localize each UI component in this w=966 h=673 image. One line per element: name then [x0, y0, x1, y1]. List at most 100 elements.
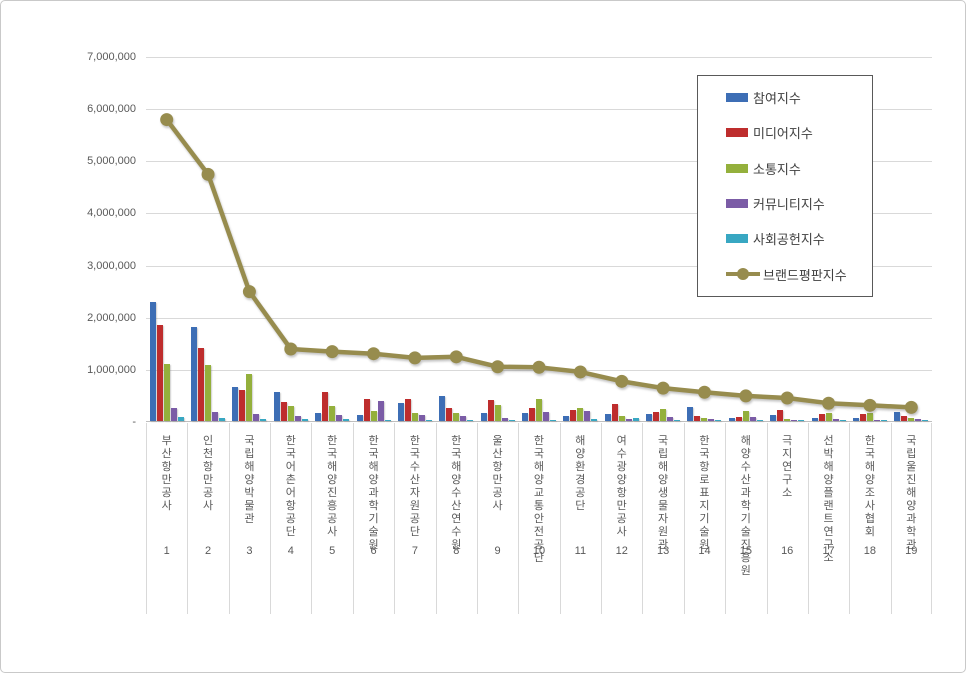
bar-미디어지수: [322, 392, 329, 421]
column-separator: [146, 423, 147, 614]
bar-소통지수: [205, 365, 212, 421]
bar-커뮤니티지수: [294, 416, 301, 421]
bar-참여지수: [522, 413, 528, 421]
bar-커뮤니티지수: [501, 418, 508, 421]
bar-소통지수: [163, 364, 170, 421]
bar-사회공헌지수: [508, 420, 515, 421]
gridline: [146, 265, 932, 267]
y-tick-label: 1,000,000: [87, 363, 136, 376]
rank-label: 10: [532, 545, 546, 557]
column-separator: [684, 423, 685, 614]
line-marker: [863, 398, 877, 412]
bar-커뮤니티지수: [873, 420, 880, 421]
legend-item: 참여지수: [698, 81, 872, 115]
rank-label: 11: [574, 545, 587, 557]
bar-참여지수: [397, 403, 404, 421]
rank-label: 9: [494, 545, 501, 557]
gridline: [146, 161, 932, 163]
bar-사회공헌지수: [756, 420, 763, 421]
column-separator: [808, 423, 809, 614]
column-separator: [642, 423, 643, 614]
column-separator: [229, 423, 230, 614]
bar-커뮤니티지수: [791, 420, 798, 421]
bar-커뮤니티지수: [170, 408, 177, 421]
bar-미디어지수: [363, 399, 370, 421]
bar-사회공헌지수: [177, 417, 184, 421]
bar-소통지수: [370, 411, 377, 421]
legend: 참여지수 미디어지수 소통지수 커뮤니티지수 사회공헌지수 브랜드평판지수: [697, 75, 873, 297]
bar-사회공헌지수: [880, 420, 887, 421]
line-marker: [656, 381, 670, 395]
column-separator: [601, 423, 602, 614]
bar-참여지수: [149, 302, 156, 421]
line-marker: [449, 350, 463, 364]
bar-소통지수: [660, 409, 667, 421]
bar-참여지수: [852, 418, 859, 421]
bar-참여지수: [356, 415, 363, 421]
legend-item: 커뮤니티지수: [698, 187, 872, 221]
bar-커뮤니티지수: [832, 419, 839, 421]
rank-label: 5: [329, 545, 336, 557]
gridline: [146, 213, 932, 215]
rank-label: 7: [411, 545, 418, 557]
bar-소통지수: [577, 408, 584, 421]
rank-label: 16: [781, 545, 794, 557]
bar-미디어지수: [653, 412, 660, 421]
column-separator: [725, 423, 726, 614]
bar-사회공헌지수: [922, 420, 929, 421]
legend-label: 사회공헌지수: [753, 232, 825, 248]
y-tick-label: 3,000,000: [87, 259, 136, 272]
legend-swatch: [726, 199, 748, 209]
bar-미디어지수: [611, 404, 618, 421]
bar-소통지수: [453, 413, 460, 421]
bar-소통지수: [536, 399, 542, 421]
bar-미디어지수: [859, 414, 866, 421]
gridline: [146, 317, 932, 319]
bar-미디어지수: [694, 416, 701, 421]
rank-label: 4: [287, 545, 294, 557]
bar-미디어지수: [404, 399, 411, 421]
bar-소통지수: [329, 406, 336, 421]
line-marker: [739, 389, 753, 403]
y-tick-label: 5,000,000: [87, 155, 136, 168]
line-marker: [160, 113, 174, 127]
gridline: [146, 57, 932, 58]
legend-swatch: [726, 234, 748, 244]
bar-커뮤니티지수: [460, 416, 467, 421]
bar-소통지수: [742, 411, 749, 421]
line-marker: [904, 400, 918, 414]
bar-미디어지수: [198, 348, 205, 421]
bar-미디어지수: [446, 408, 453, 421]
legend-label: 미디어지수: [753, 126, 813, 142]
bar-커뮤니티지수: [418, 415, 425, 421]
bar-소통지수: [494, 405, 501, 421]
bar-소통지수: [411, 413, 418, 421]
plot-area: [146, 57, 932, 422]
bar-참여지수: [439, 396, 446, 421]
bar-소통지수: [784, 419, 791, 421]
column-separator: [931, 423, 932, 614]
bar-커뮤니티지수: [708, 419, 715, 421]
line-marker: [201, 167, 215, 181]
bar-참여지수: [315, 413, 322, 421]
bar-사회공헌지수: [550, 420, 556, 421]
bar-소통지수: [908, 418, 915, 421]
column-separator: [518, 423, 519, 614]
bar-사회공헌지수: [384, 420, 391, 421]
column-separator: [767, 423, 768, 614]
rank-label: 12: [615, 545, 628, 557]
bar-미디어지수: [280, 402, 287, 421]
bar-사회공헌지수: [798, 420, 805, 421]
bar-사회공헌지수: [715, 420, 722, 421]
rank-label: 8: [453, 545, 460, 557]
